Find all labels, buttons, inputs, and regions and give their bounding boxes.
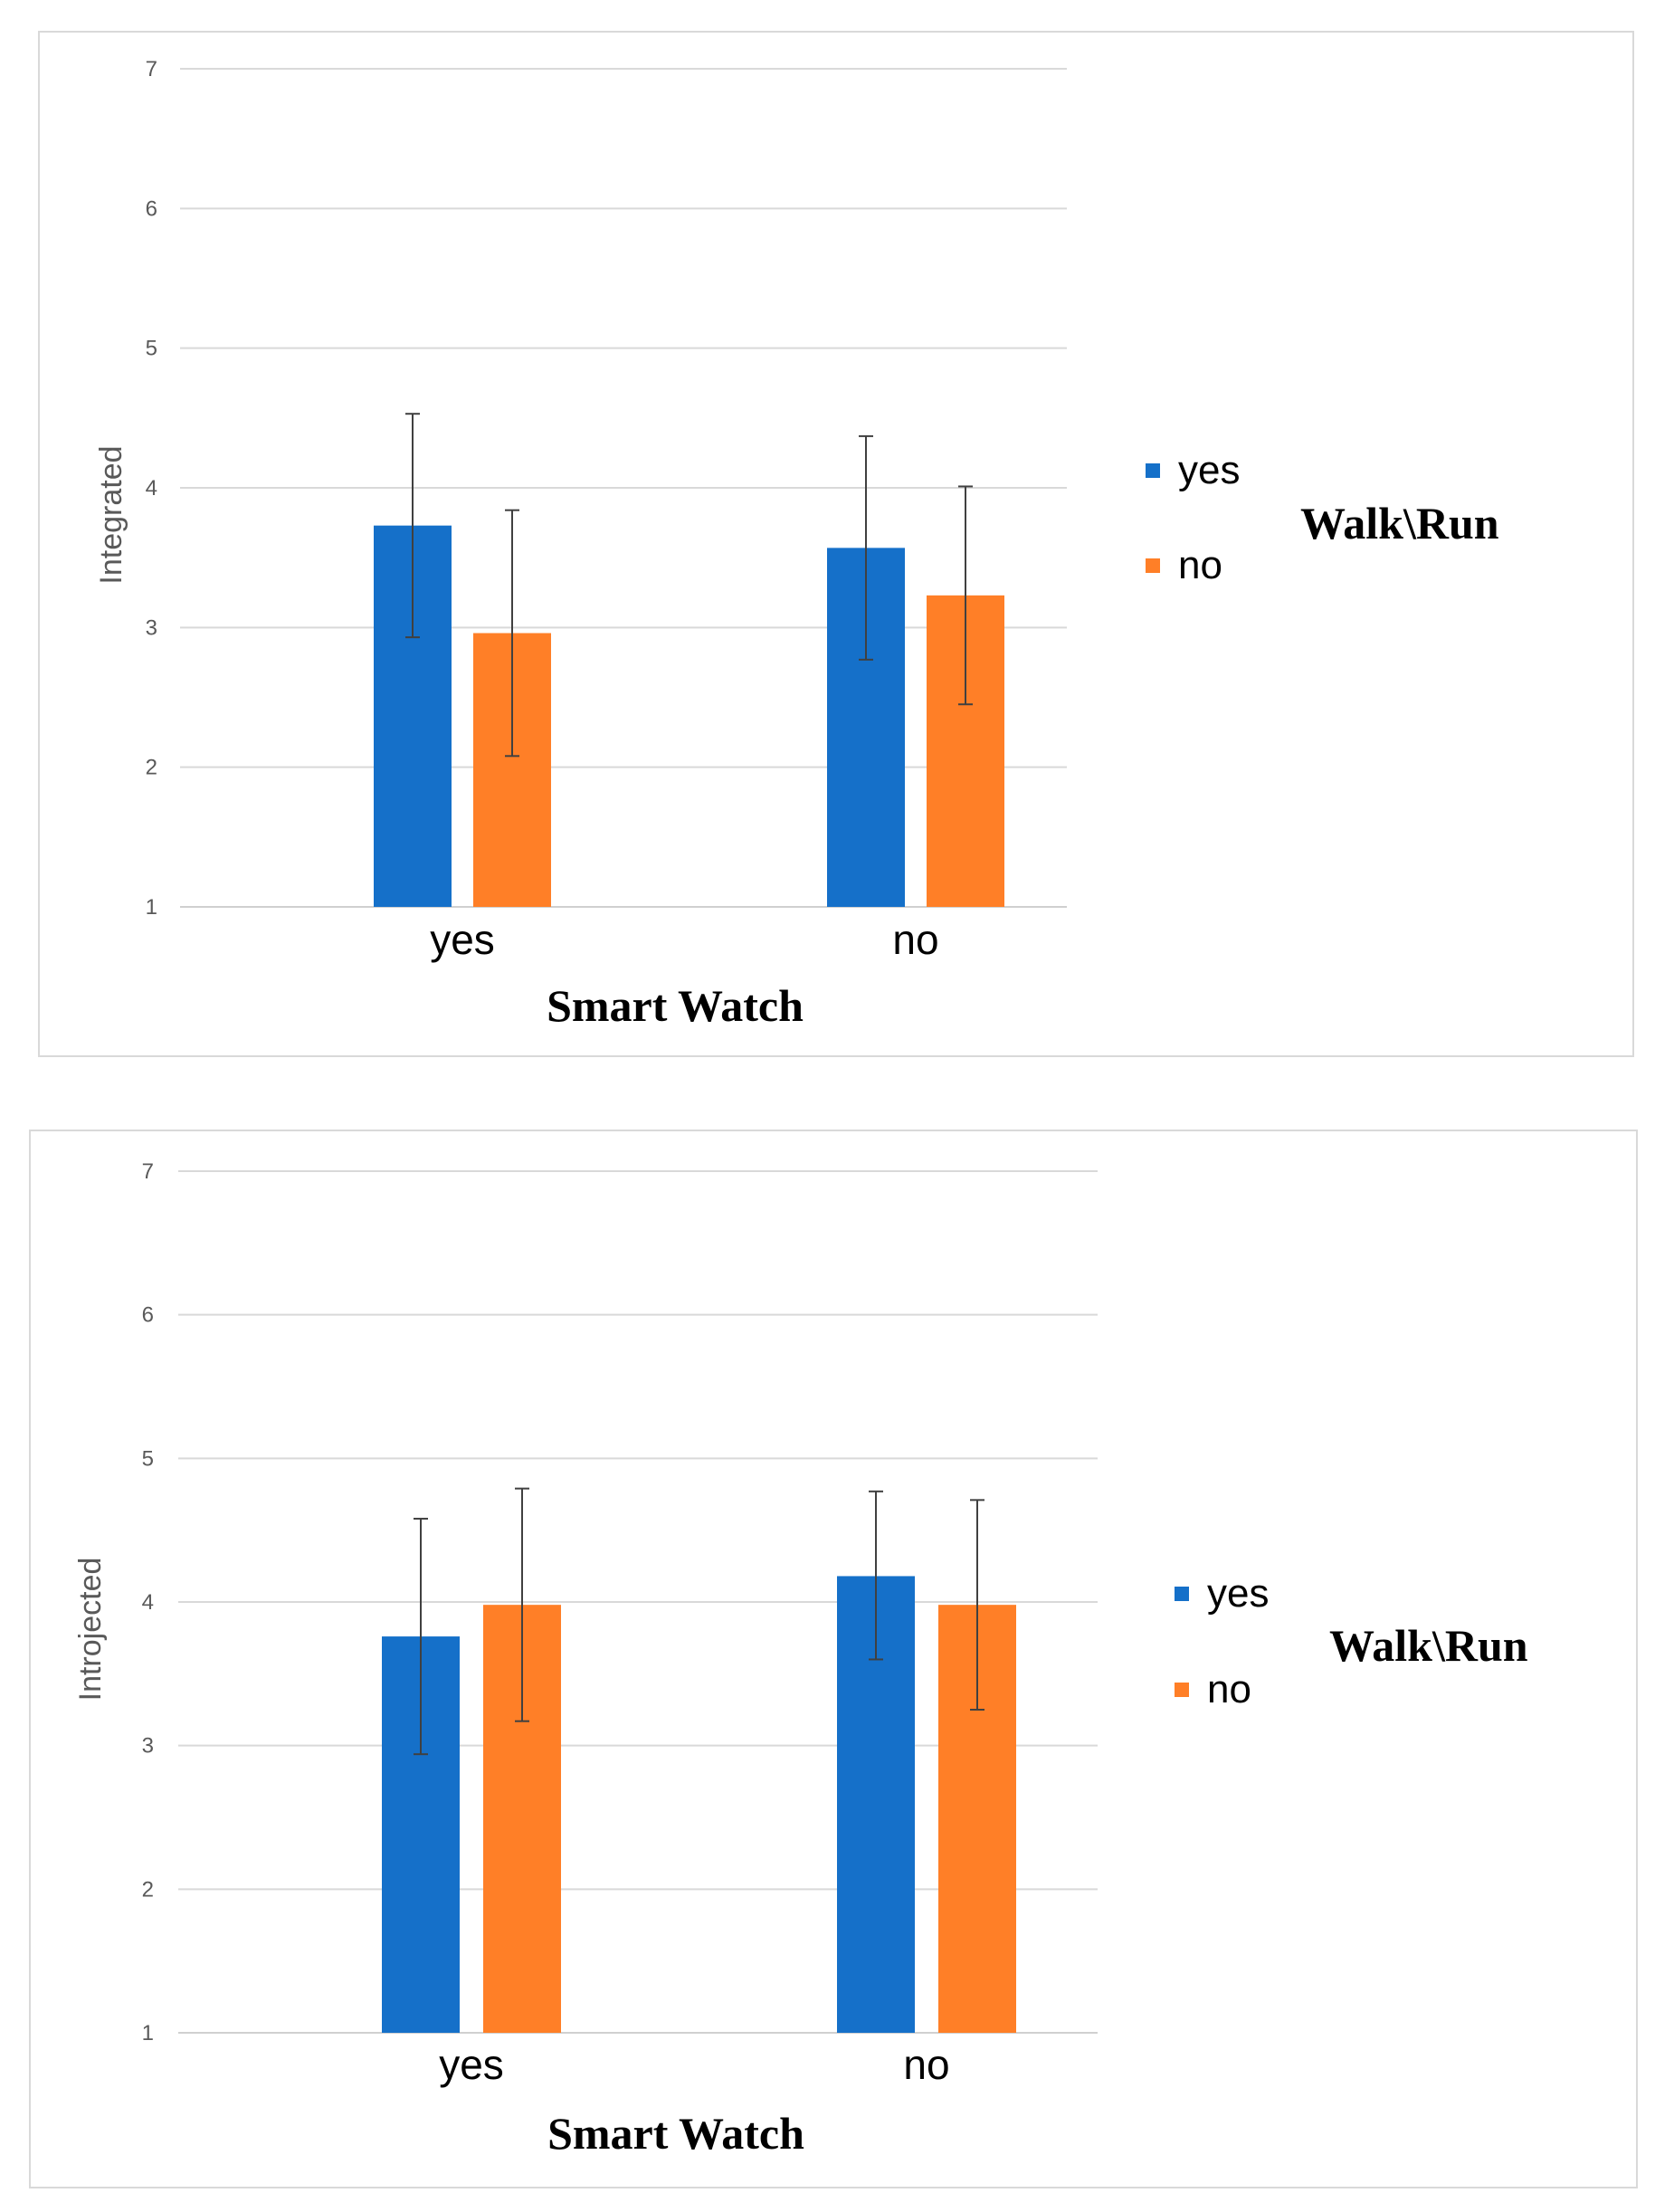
y-tick-label: 2	[146, 756, 157, 780]
y-tick-label: 3	[146, 615, 157, 640]
y-tick-label: 7	[142, 1159, 154, 1184]
y-tick-label: 2	[142, 1877, 154, 1902]
x-category-label: no	[903, 2041, 949, 2088]
legend-swatch-yes	[1146, 463, 1160, 478]
x-category-label: yes	[439, 2041, 504, 2088]
legend-title: Walk\Run	[1329, 1620, 1528, 1671]
y-tick-label: 4	[142, 1590, 154, 1615]
y-tick-label: 3	[142, 1734, 154, 1759]
chart-introjected: 1 2 3 4 5 6 7 Introjected yes no Smart Watch yes no W…	[73, 1159, 1528, 2159]
legend-label-yes: yes	[1178, 448, 1240, 492]
y-tick-label: 5	[142, 1446, 154, 1471]
y-tick-label: 7	[146, 57, 157, 81]
legend-label-yes: yes	[1207, 1571, 1269, 1616]
legend-swatch-yes	[1175, 1587, 1189, 1601]
y-tick-label: 1	[146, 895, 157, 920]
x-axis-title: Smart Watch	[547, 2108, 804, 2159]
x-category-label: no	[892, 916, 938, 963]
y-tick-label: 1	[142, 2021, 154, 2045]
y-axis-label: Introjected	[73, 1558, 108, 1702]
legend-swatch-no	[1146, 558, 1160, 573]
legend-label-no: no	[1178, 543, 1222, 587]
chart-panel-introjected: 1 2 3 4 5 6 7 Introjected yes no Smart Watch yes no W…	[29, 1130, 1638, 2188]
legend-swatch-no	[1175, 1683, 1189, 1697]
x-axis-title: Smart Watch	[547, 980, 804, 1031]
y-axis-label: Integrated	[94, 445, 128, 584]
y-tick-label: 6	[146, 196, 157, 221]
chart-panel-integrated: 1 2 3 4 5 6 7 Integrated yes no Smart Watch yes no Wa…	[38, 31, 1634, 1057]
y-tick-label: 4	[146, 476, 157, 501]
y-tick-label: 6	[142, 1303, 154, 1328]
legend-label-no: no	[1207, 1667, 1251, 1711]
x-category-label: yes	[430, 916, 495, 963]
chart-integrated: 1 2 3 4 5 6 7 Integrated yes no Smart Watch yes no Wa…	[94, 57, 1499, 1031]
y-tick-label: 5	[146, 337, 157, 361]
legend-title: Walk\Run	[1300, 498, 1499, 548]
